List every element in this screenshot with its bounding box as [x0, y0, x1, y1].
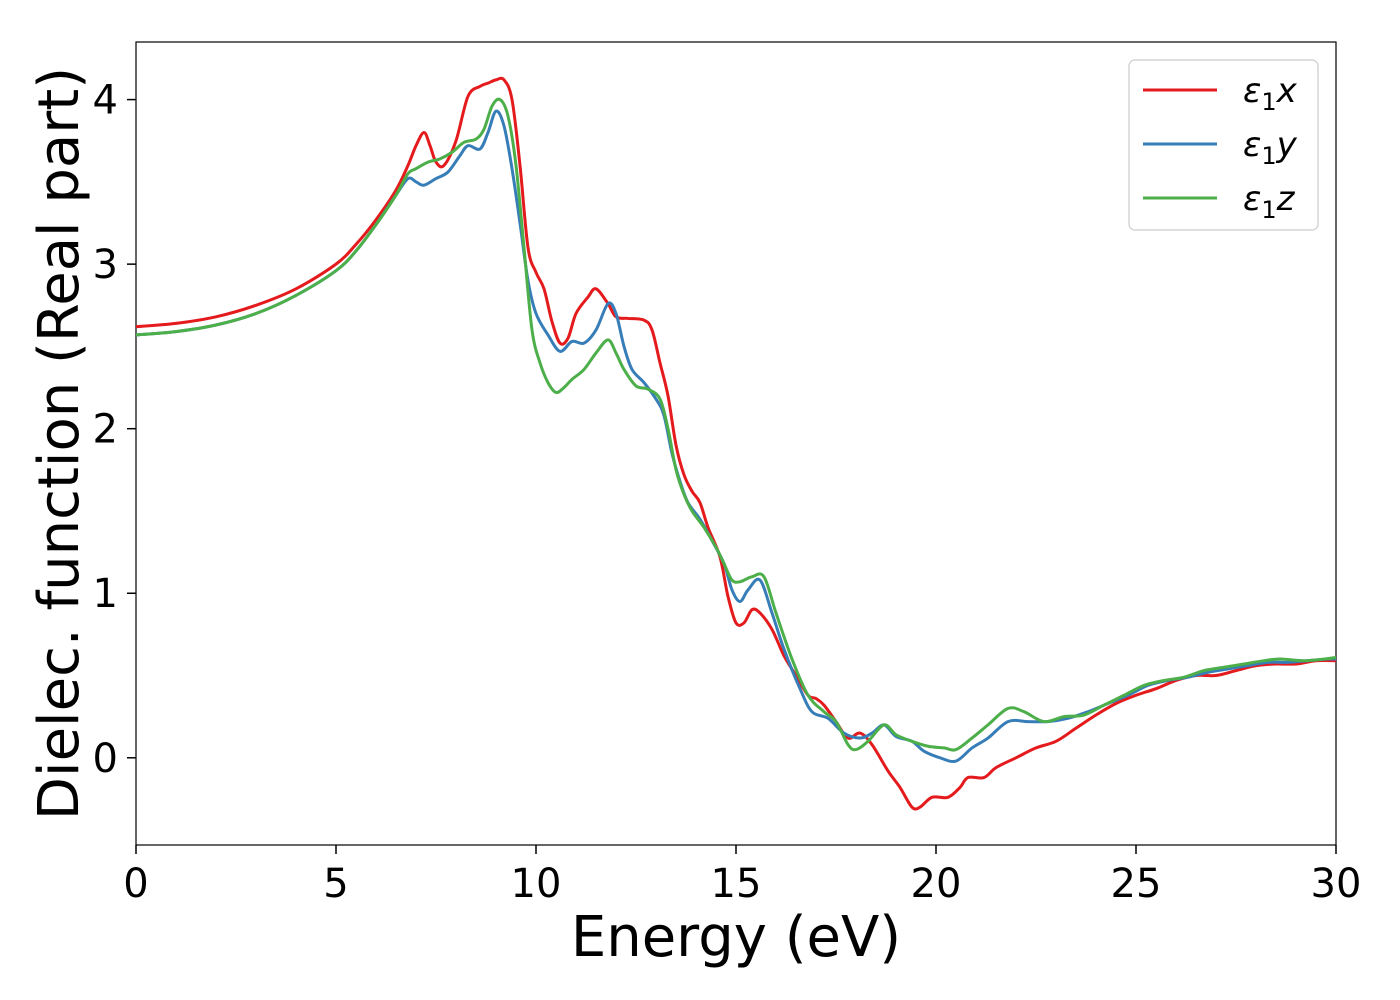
- y-tick-label: 2: [93, 407, 118, 453]
- x-tick-label: 5: [323, 861, 348, 907]
- y-axis-label: Dielec. function (Real part): [27, 67, 92, 820]
- x-tick-label: 20: [911, 861, 962, 907]
- legend-label-z: ε1z: [1243, 179, 1296, 224]
- x-tick-label: 0: [123, 861, 148, 907]
- y-tick-label: 1: [93, 571, 118, 617]
- x-tick-label: 10: [511, 861, 562, 907]
- y-tick-label: 0: [93, 736, 118, 782]
- x-axis: 0 5 10 15 20 25 30: [123, 845, 1361, 907]
- series-line-x: [136, 76, 1336, 811]
- series-lines: [136, 76, 1336, 811]
- y-tick-label: 3: [93, 242, 118, 288]
- legend-box: [1128, 59, 1319, 231]
- legend-label-x: ε1x: [1243, 71, 1298, 116]
- x-tick-label: 30: [1311, 861, 1362, 907]
- y-tick-label: 4: [93, 78, 118, 124]
- x-axis-label: Energy (eV): [571, 905, 901, 970]
- legend-label-y: ε1y: [1243, 125, 1298, 170]
- legend: ε1x ε1y ε1z: [1128, 59, 1319, 231]
- x-tick-label: 25: [1111, 861, 1162, 907]
- x-tick-label: 15: [711, 861, 762, 907]
- series-line-z: [136, 97, 1336, 752]
- y-axis: 0 1 2 3 4: [93, 78, 136, 782]
